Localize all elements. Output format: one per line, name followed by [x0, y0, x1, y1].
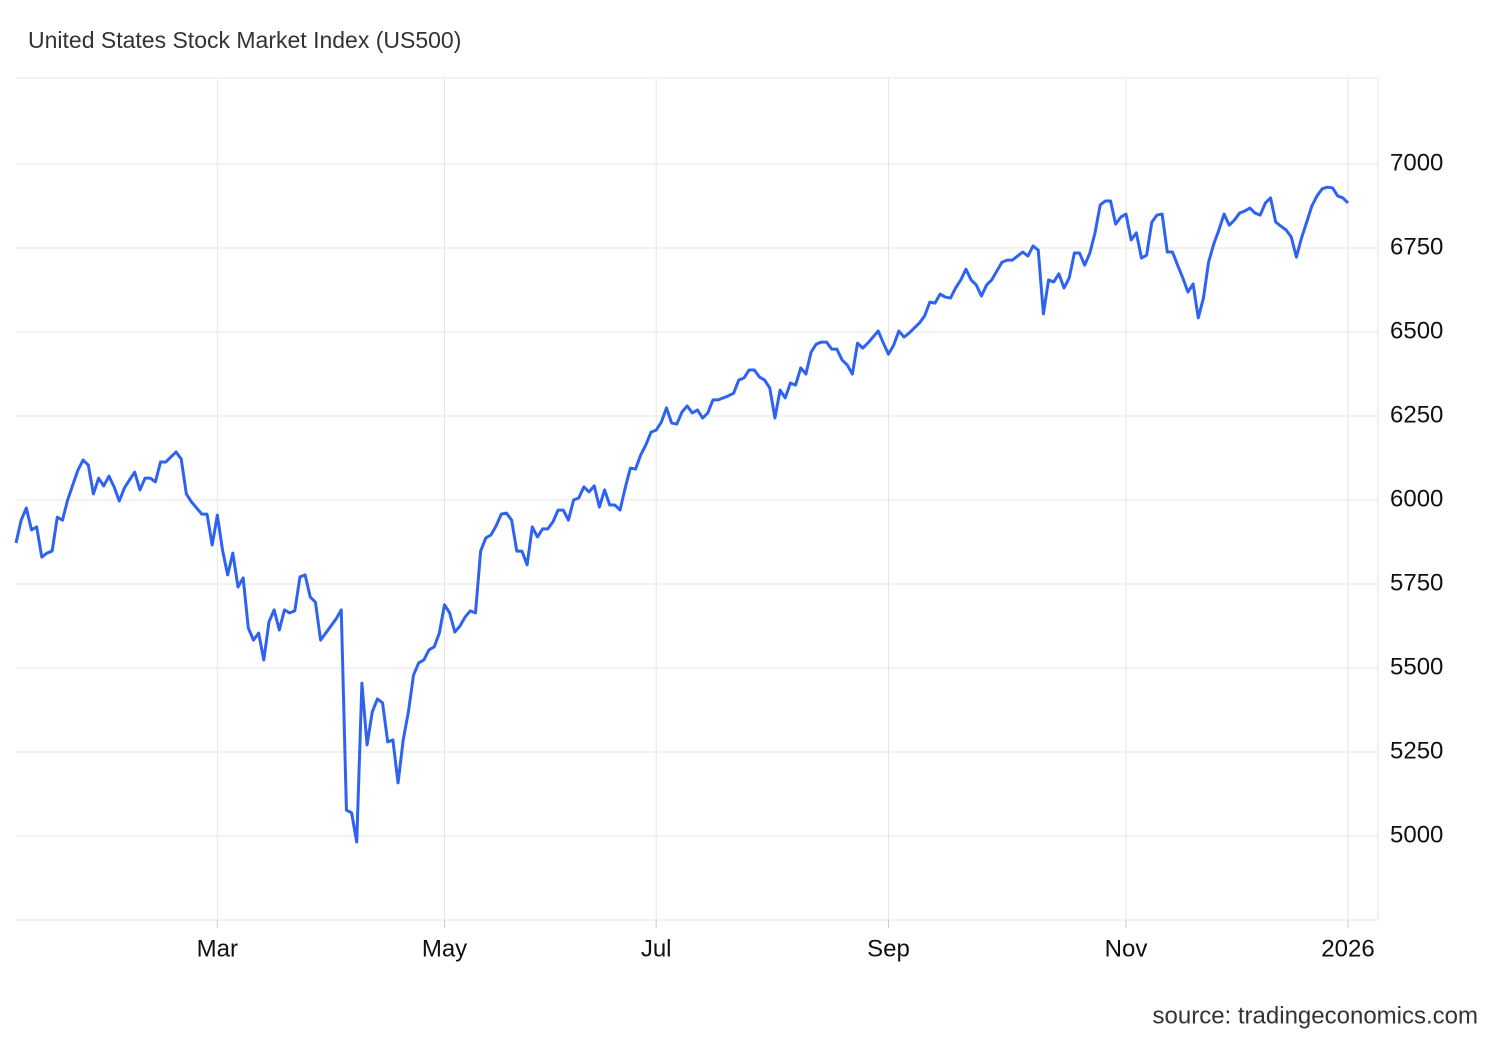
y-tick-label: 7000 — [1390, 149, 1443, 176]
y-tick-label: 6750 — [1390, 233, 1443, 260]
y-tick-label: 5250 — [1390, 737, 1443, 764]
x-tick-label: Nov — [1105, 935, 1148, 962]
y-tick-label: 5500 — [1390, 653, 1443, 680]
x-tick-label: 2026 — [1321, 935, 1374, 962]
y-tick-label: 5750 — [1390, 569, 1443, 596]
y-tick-label: 5000 — [1390, 821, 1443, 848]
x-tick-label: Sep — [867, 935, 910, 962]
x-tick-label: Jul — [641, 935, 672, 962]
source-note: source: tradingeconomics.com — [1153, 1002, 1478, 1029]
price-line — [14, 185, 1350, 844]
y-tick-label: 6250 — [1390, 401, 1443, 428]
x-tick-label: May — [422, 935, 467, 962]
x-tick-label: Mar — [197, 935, 238, 962]
y-tick-label: 6500 — [1390, 317, 1443, 344]
y-tick-label: 6000 — [1390, 485, 1443, 512]
chart-title: United States Stock Market Index (US500) — [28, 27, 461, 53]
